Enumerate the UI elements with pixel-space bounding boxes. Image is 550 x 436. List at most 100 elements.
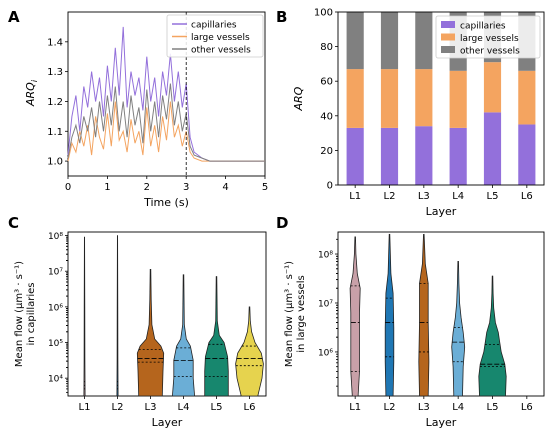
x-tick-label: L1 [349, 191, 361, 202]
violin-l2 [116, 235, 119, 397]
axes-frame [337, 231, 545, 397]
x-tick-label: L1 [349, 402, 361, 413]
bar-segment [380, 12, 399, 70]
axes-frame [67, 231, 267, 397]
y-tick-label: 10⁶ [48, 303, 63, 313]
y-tick-label: 80 [320, 42, 333, 53]
violin-l2 [384, 233, 395, 397]
violin-l4 [451, 260, 466, 397]
y-tick-label: 10⁸ [318, 251, 333, 261]
x-axis-label: Layer [426, 205, 457, 218]
x-axis-label: Layer [152, 416, 183, 429]
x-tick-label: L2 [384, 402, 396, 413]
bar-segment [518, 124, 536, 185]
x-tick-label: L6 [521, 191, 533, 202]
legend-label: other vessels [191, 46, 251, 56]
x-tick-label: L3 [418, 402, 430, 413]
violin-l5 [204, 276, 229, 397]
x-tick-label: L4 [452, 402, 464, 413]
violin-l3 [418, 233, 430, 397]
axes-frame [337, 11, 545, 186]
y-tick-label: 10⁵ [48, 339, 63, 349]
violin-l6 [235, 306, 264, 397]
y-tick-label: 1.0 [47, 157, 63, 168]
violin-l5 [478, 275, 507, 397]
y-tick-label: 0 [327, 181, 333, 192]
x-tick-label: L1 [79, 402, 91, 413]
x-tick-label: L5 [211, 402, 223, 413]
y-tick-label: 10⁷ [318, 299, 333, 309]
y-tick-label: 1.3 [47, 67, 63, 78]
x-tick-label: 5 [262, 182, 268, 193]
legend: capillaries large vessels other vessels [166, 14, 264, 58]
bar-segment [415, 126, 433, 185]
bar-segment [483, 62, 502, 113]
legend-frame [166, 14, 264, 58]
y-axis-label-sub: i [30, 79, 39, 82]
y-axis-label: ARQ [292, 86, 305, 111]
y-axis-label-line2: in large vessels [296, 275, 307, 352]
y-axis-label-line1: Mean flow (μm³ · s⁻¹) [14, 261, 25, 367]
series-line [67, 26, 265, 162]
y-axis-label-line1: Mean flow (μm³ · s⁻¹) [284, 261, 295, 367]
bar-segment [346, 69, 364, 128]
y-tick-label: 1.4 [47, 37, 63, 48]
legend-label: other vessels [460, 47, 520, 57]
legend-swatch [441, 21, 455, 28]
x-tick-label: L4 [452, 191, 464, 202]
x-axis-label: Layer [426, 416, 457, 429]
x-tick-label: L3 [145, 402, 157, 413]
x-tick-label: L3 [418, 191, 430, 202]
legend-swatch [441, 33, 455, 41]
x-tick-label: 1 [104, 182, 110, 193]
panel-d: 10⁶ 10⁷ 10⁸ L1 L2 L3 L4 L5 L6 Layer Mean flow (μm³… [284, 231, 545, 429]
panel-letter-d: D [276, 214, 288, 232]
x-tick-label: L4 [178, 402, 190, 413]
bar-segment [415, 69, 433, 127]
x-tick-label: L6 [244, 402, 256, 413]
bar-segment [449, 70, 467, 128]
bar-segment [483, 112, 502, 185]
panel-a: 0 1 2 3 4 5 1.0 1.1 1.2 1.3 1.4 Time (s) ARQi capilla… [24, 11, 268, 209]
x-tick-label: 0 [65, 182, 71, 193]
panel-c: 10⁴ 10⁵ 10⁶ 10⁷ 10⁸ L1 L2 L3 L4 L5 L6 Layer Mean flo… [14, 231, 267, 429]
y-tick-label: 10⁶ [318, 348, 333, 358]
y-tick-label: 10⁴ [48, 375, 63, 385]
series-line [67, 101, 265, 162]
y-axis-label: ARQi [24, 79, 39, 107]
bar-segment [518, 70, 536, 125]
x-tick-label: 4 [222, 182, 228, 193]
y-tick-label: 60 [320, 77, 333, 88]
legend-label: capillaries [191, 21, 237, 31]
x-tick-label: 2 [144, 182, 150, 193]
violin-l1 [349, 236, 361, 397]
y-tick-label: 1.2 [47, 97, 63, 108]
y-tick-label: 20 [320, 146, 333, 157]
panel-letter-c: C [8, 214, 19, 232]
x-tick-label: 3 [183, 182, 189, 193]
violin-l1 [83, 236, 86, 397]
x-tick-label: L2 [384, 191, 396, 202]
violin-l4 [171, 274, 196, 397]
legend-label: capillaries [460, 22, 506, 32]
y-tick-label: 10⁸ [48, 232, 63, 242]
series-line [67, 83, 265, 162]
x-tick-label: L5 [487, 402, 499, 413]
y-tick-label: 40 [320, 111, 333, 122]
x-tick-label: L5 [487, 191, 499, 202]
x-tick-label: L2 [112, 402, 124, 413]
bar-segment [380, 69, 399, 128]
panel-letter-a: A [8, 8, 20, 26]
violin-l3 [136, 268, 165, 397]
bar-segment [380, 127, 399, 185]
bar-segment [415, 12, 433, 70]
y-tick-label: 1.1 [47, 127, 63, 138]
legend: capillaries large vessels other vessels [435, 15, 541, 59]
bar-segment [346, 12, 364, 70]
axes-frame [67, 11, 266, 177]
y-tick-label: 100 [314, 8, 333, 19]
legend-frame [435, 15, 541, 59]
bar-segment [449, 127, 467, 185]
x-axis-label: Time (s) [143, 196, 189, 209]
